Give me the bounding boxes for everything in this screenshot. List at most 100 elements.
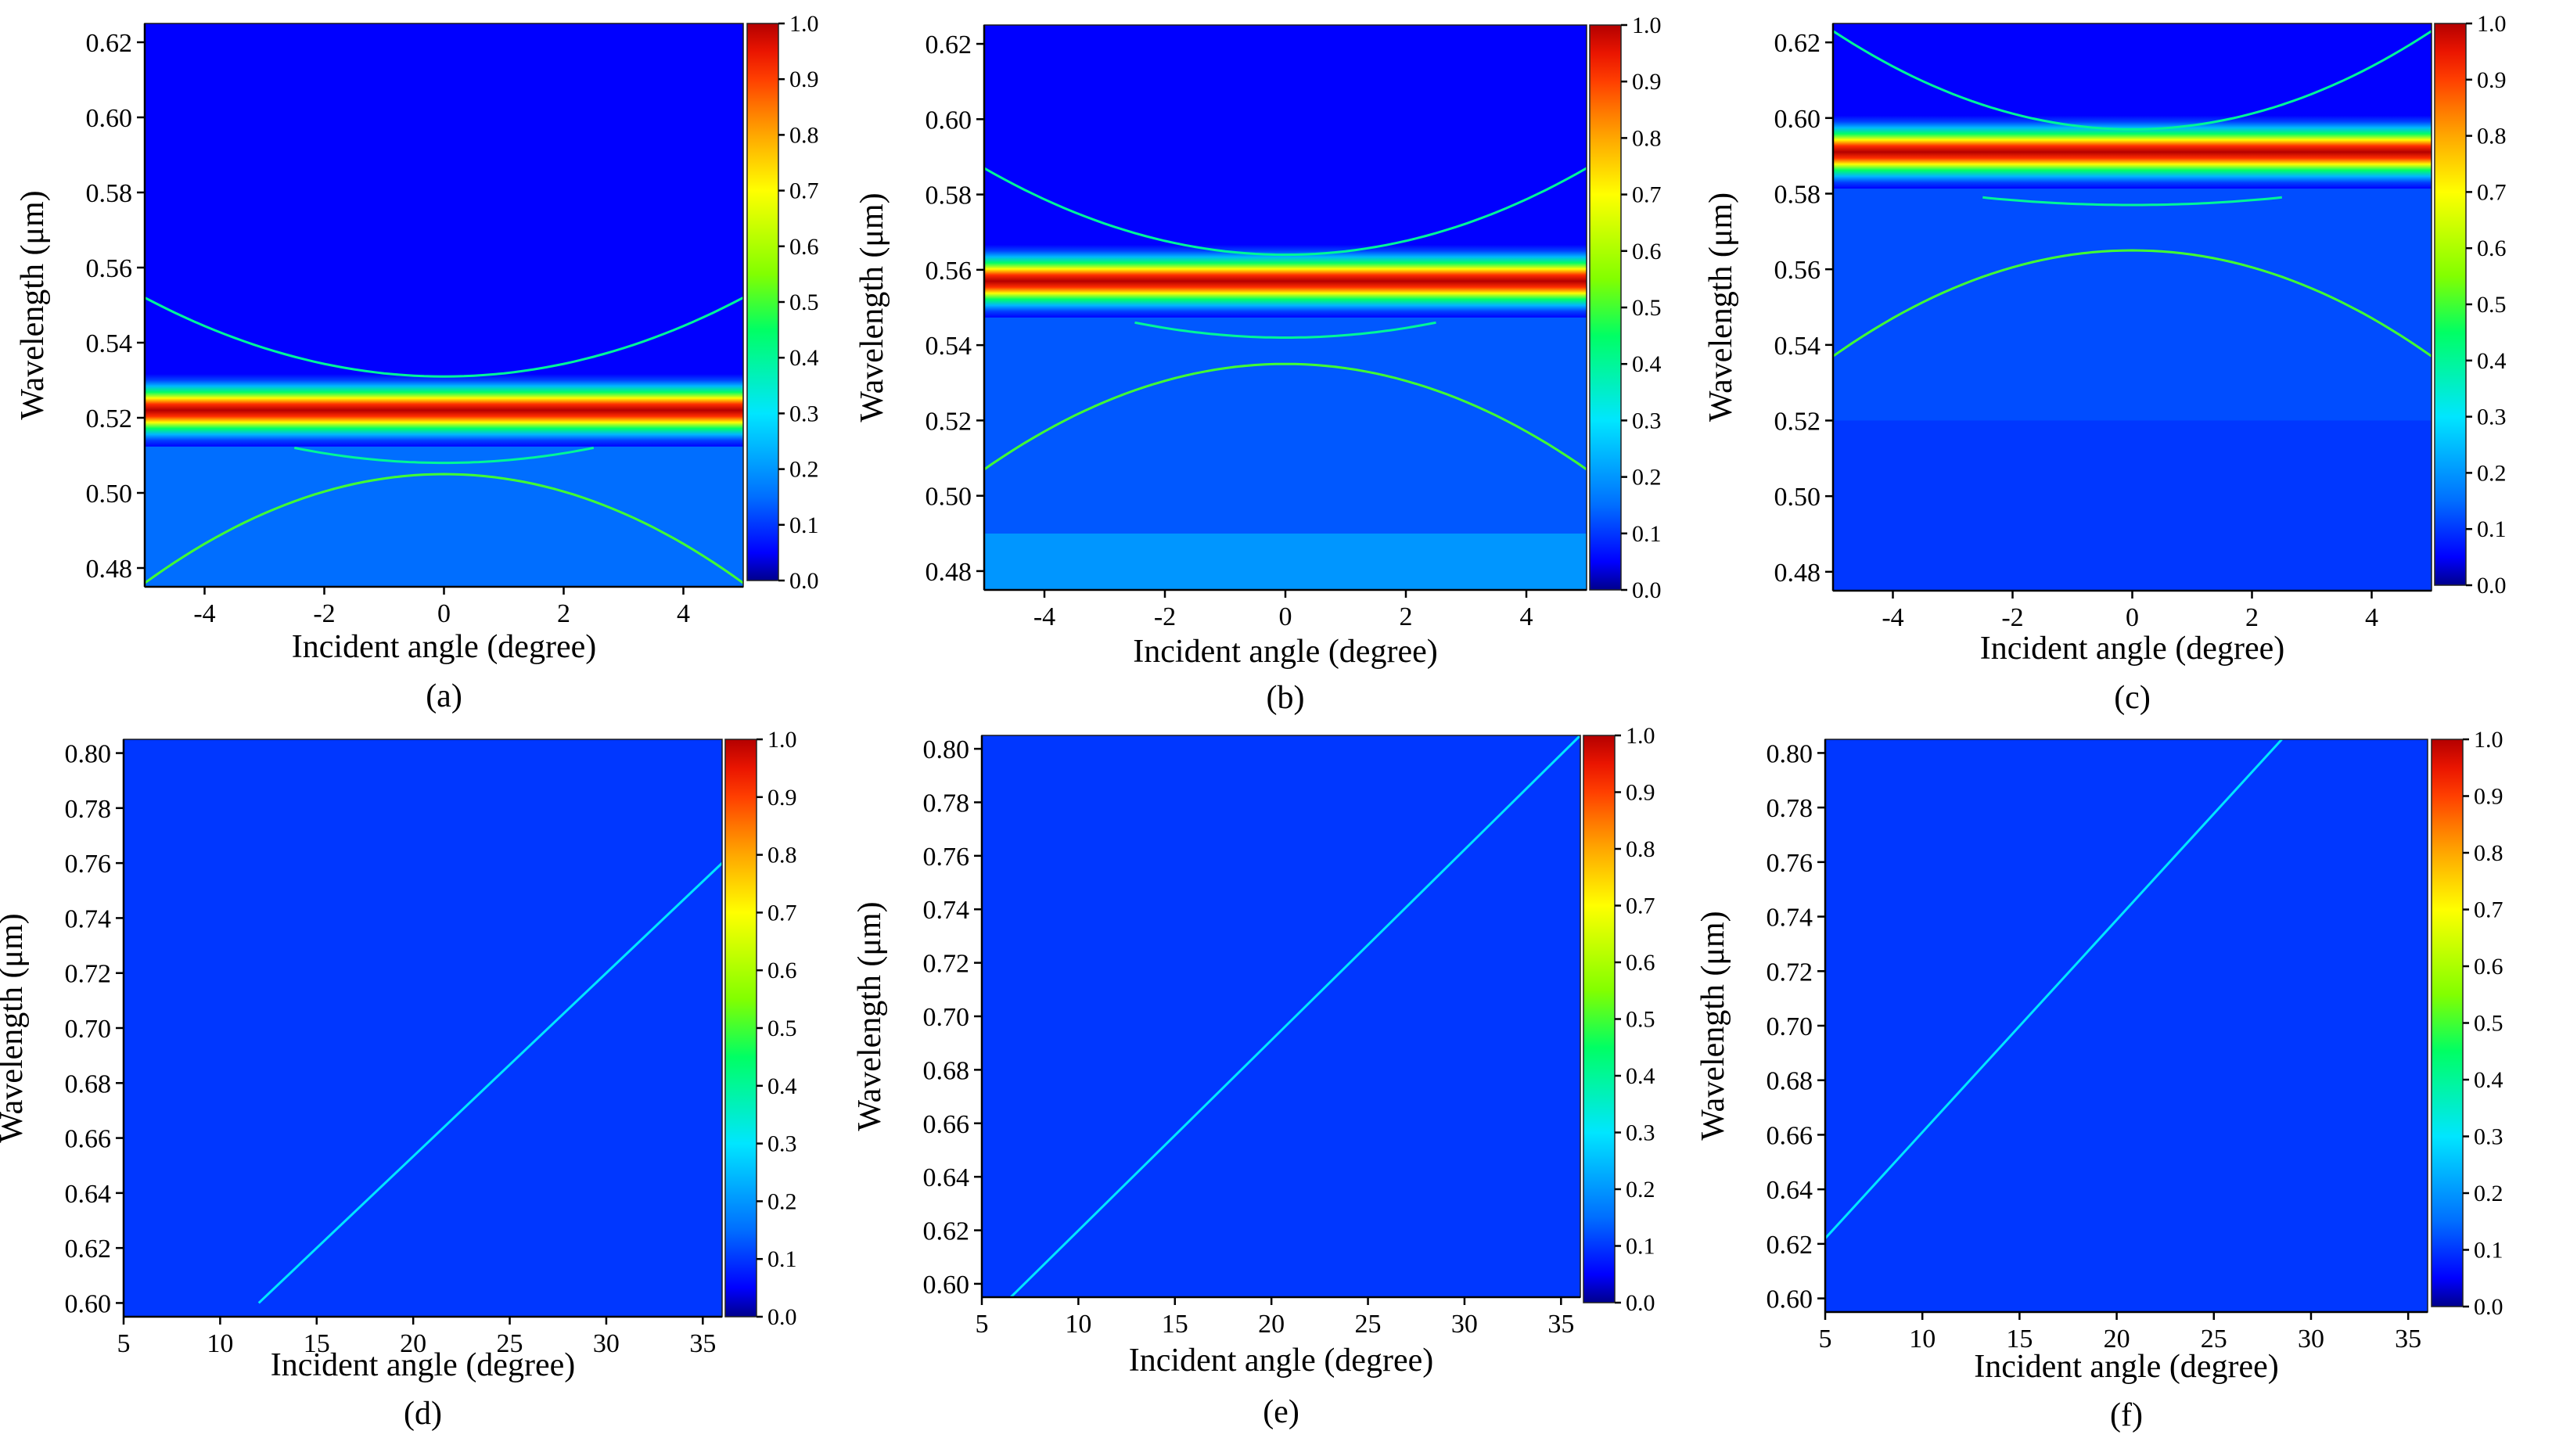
y-tick-label: 0.50 (1774, 483, 1821, 512)
colorbar-tick-label: 0.6 (2474, 954, 2503, 980)
y-axis-title: Wavelength (μm) (854, 192, 890, 422)
y-tick-label: 0.80 (923, 735, 970, 764)
y-tick-label: 0.60 (923, 1271, 970, 1300)
x-tick-label: 5 (1819, 1325, 1832, 1354)
heatmap-area (145, 23, 743, 587)
y-tick-label: 0.68 (65, 1070, 112, 1098)
y-tick-label: 0.66 (923, 1110, 970, 1139)
colorbar-tick-label: 0.9 (2477, 67, 2507, 93)
y-tick-label: 0.54 (1774, 332, 1821, 361)
x-tick-label: 15 (2006, 1325, 2033, 1354)
colorbar-tick-label: 0.1 (767, 1246, 797, 1272)
y-tick-label: 0.56 (926, 257, 972, 286)
y-tick-label: 0.68 (1767, 1067, 1813, 1096)
resonance-band (1833, 115, 2432, 189)
heatmap-area (982, 735, 1580, 1297)
y-tick-label: 0.50 (86, 480, 133, 509)
colorbar-tick-label: 0.9 (2474, 784, 2503, 810)
y-tick-label: 0.54 (926, 332, 972, 361)
y-tick-label: 0.58 (1774, 181, 1821, 210)
dispersion-curve (1833, 30, 2432, 131)
colorbar-tick-label: 1.0 (2474, 727, 2503, 753)
x-tick-label: -4 (1882, 603, 1903, 632)
x-tick-label: 4 (677, 599, 690, 628)
colorbar-tick-label: 0.7 (789, 178, 819, 204)
y-tick-label: 0.60 (1767, 1285, 1813, 1314)
x-tick-label: 25 (2201, 1325, 2227, 1354)
panel-f: 5 10 15 20 25 30 35 0.60 0.62 0.64 0.66 0.68 0.70 0.7… (1695, 727, 2503, 1433)
colorbar-tick-label: 0.0 (1626, 1290, 1655, 1316)
colorbar-tick-label: 0.9 (1626, 780, 1655, 806)
x-tick-label: 10 (1909, 1325, 1936, 1354)
colorbar-tick-label: 0.2 (2474, 1181, 2503, 1206)
colorbar-tick-label: 0.4 (1626, 1063, 1655, 1089)
x-tick-label: 5 (117, 1329, 131, 1358)
panel-label: (b) (1267, 680, 1305, 716)
x-tick-label: 0 (1279, 602, 1292, 631)
y-tick-label: 0.76 (1767, 849, 1813, 878)
colorbar-tick-label: 0.8 (1626, 836, 1655, 862)
colorbar-tick-label: 0.4 (2477, 348, 2507, 374)
heatmap-background (124, 739, 722, 1317)
dispersion-curve (257, 862, 722, 1304)
dispersion-curve (293, 446, 595, 465)
x-axis-title: Incident angle (degree) (271, 1347, 575, 1383)
dispersion-curve (984, 362, 1587, 471)
x-tick-label: 35 (2395, 1325, 2421, 1354)
colorbar-tick-label: 0.3 (789, 401, 819, 426)
y-tick-label: 0.52 (86, 404, 133, 433)
x-tick-label: 20 (2104, 1325, 2130, 1354)
colorbar: 0.0 0.1 0.2 0.3 0.4 0.5 0.6 0.7 0.8 0.9 1.0 (724, 727, 797, 1330)
x-axis-title: Incident angle (degree) (1129, 1343, 1433, 1379)
colorbar-tick-label: 0.1 (1626, 1234, 1655, 1260)
dispersion-curve (1833, 249, 2432, 358)
y-tick-label: 0.66 (1767, 1121, 1813, 1150)
colorbar-tick-label: 0.8 (2474, 840, 2503, 866)
colorbar-tick-label: 0.8 (767, 843, 797, 868)
x-axis-title: Incident angle (degree) (1133, 634, 1437, 670)
colorbar-tick-label: 0.3 (767, 1131, 797, 1157)
y-axis-title: Wavelength (μm) (1695, 911, 1731, 1140)
x-tick-label: 35 (689, 1329, 716, 1358)
colorbar-tick-label: 1.0 (789, 11, 819, 37)
x-tick-label: -2 (313, 599, 335, 628)
x-axis-title: Incident angle (degree) (1980, 631, 2284, 667)
dispersion-curve (984, 167, 1587, 257)
heatmap-area (984, 25, 1587, 590)
colorbar-tick-label: 0.4 (789, 345, 819, 371)
resonance-band (145, 374, 743, 447)
panel-d: 5 10 15 20 25 30 35 0.60 0.62 0.64 0.66 0.68 0.70 0.7… (0, 727, 797, 1432)
y-tick-label: 0.62 (65, 1235, 112, 1264)
y-axis-title: Wavelength (μm) (15, 190, 51, 419)
colorbar-tick-label: 0.5 (2477, 292, 2507, 318)
dispersion-curve (1825, 739, 2283, 1239)
colorbar-tick-label: 1.0 (1632, 13, 1662, 38)
x-tick-label: 4 (2365, 603, 2378, 632)
colorbar-tick-label: 0.2 (2477, 460, 2507, 486)
x-tick-label: 15 (304, 1329, 330, 1358)
heatmap-background (1825, 739, 2428, 1312)
colorbar-tick-label: 0.5 (789, 289, 819, 315)
colorbar: 0.0 0.1 0.2 0.3 0.4 0.5 0.6 0.7 0.8 0.9 1.0 (1583, 723, 1655, 1316)
colorbar-tick-label: 0.3 (2477, 404, 2507, 430)
panel-label: (e) (1263, 1394, 1299, 1430)
colorbar: 0.0 0.1 0.2 0.3 0.4 0.5 0.6 0.7 0.8 0.9 1.0 (746, 11, 819, 594)
heatmap-area (124, 739, 722, 1317)
colorbar-tick-label: 0.5 (1626, 1007, 1655, 1033)
heatmap-region (1833, 420, 2432, 591)
colorbar-tick-label: 0.8 (1632, 125, 1662, 151)
panel-label: (c) (2114, 680, 2151, 716)
colorbar-tick-label: 1.0 (767, 727, 797, 753)
colorbar-tick-label: 0.1 (2474, 1238, 2503, 1264)
panel-label: (f) (2110, 1397, 2143, 1433)
y-tick-label: 0.76 (923, 843, 970, 872)
heatmap-region (984, 533, 1587, 590)
panel-label: (d) (404, 1396, 442, 1432)
x-tick-label: 4 (1520, 602, 1533, 631)
y-tick-label: 0.78 (65, 795, 112, 824)
heatmap-background (982, 735, 1580, 1297)
colorbar-tick-label: 0.3 (1626, 1120, 1655, 1146)
y-tick-label: 0.80 (1767, 739, 1813, 768)
y-tick-label: 0.70 (923, 1003, 970, 1032)
dispersion-curve (1982, 196, 2282, 207)
